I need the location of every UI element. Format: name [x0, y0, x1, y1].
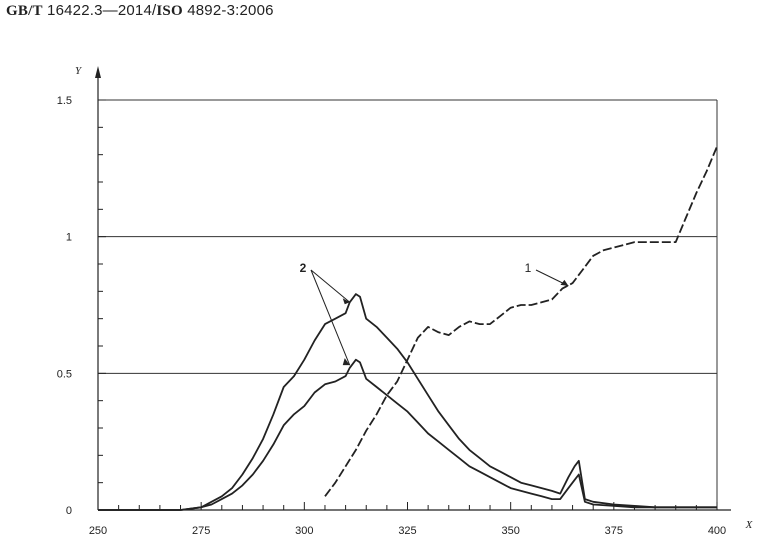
x-tick-label-300: 300 — [295, 525, 313, 537]
standard-prefix: GB/T — [6, 3, 43, 19]
y-axis-arrow — [95, 66, 101, 78]
y-axis-label: Y — [75, 65, 83, 77]
series-line-0 — [324, 146, 718, 497]
x-tick-label-400: 400 — [708, 525, 726, 537]
x-tick-label-375: 375 — [605, 525, 623, 537]
annotation-arrowhead-2a — [342, 298, 350, 305]
grid-lines — [98, 99, 718, 510]
x-tick-label-250: 250 — [89, 525, 107, 537]
document-header: GB/T 16422.3—2014/ISO 4892-3:2006 — [6, 2, 274, 20]
series-lines — [98, 146, 718, 511]
standard-number: 16422.3—2014/ — [47, 2, 157, 19]
y-tick-label-3: 1.5 — [57, 95, 72, 107]
annotation-label-2: 2 — [300, 261, 307, 275]
iso-number: 4892-3:2006 — [187, 2, 274, 19]
annotation-leader-2b — [310, 269, 351, 366]
annotations: 12 — [300, 261, 569, 366]
y-tick-label-0: 0 — [66, 505, 72, 517]
axes: 250 275 300 325 350 375 400 0 0.5 1 1.5 Y X — [57, 65, 754, 537]
series-line-2 — [98, 358, 717, 511]
annotation-leader-2a — [310, 269, 351, 303]
y-tick-label-1: 0.5 — [57, 368, 72, 380]
annotation-label-1: 1 — [525, 261, 532, 275]
x-axis-label: X — [745, 519, 754, 531]
annotation-arrowhead-2b — [342, 358, 350, 366]
y-tick-label-2: 1 — [66, 232, 72, 244]
annotation-arrowhead-1 — [560, 279, 569, 286]
x-tick-label-275: 275 — [192, 525, 210, 537]
series-line-1 — [98, 293, 717, 511]
x-tick-label-325: 325 — [398, 525, 416, 537]
x-tick-label-350: 350 — [501, 525, 519, 537]
iso-prefix: ISO — [156, 3, 183, 19]
